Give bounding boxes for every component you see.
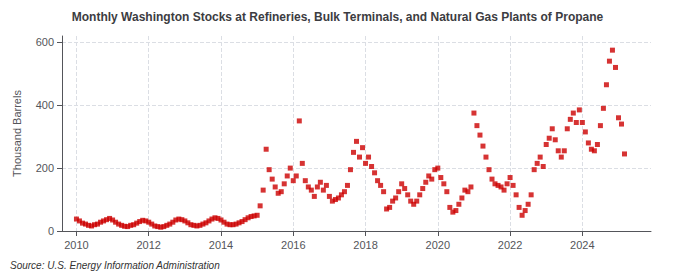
svg-text:2012: 2012 [136,239,160,251]
svg-text:2024: 2024 [570,239,594,251]
svg-text:600: 600 [36,36,54,48]
svg-text:2014: 2014 [209,239,233,251]
svg-text:0: 0 [48,225,54,237]
svg-text:Monthly Washington Stocks at R: Monthly Washington Stocks at Refineries,… [72,10,604,24]
svg-text:2018: 2018 [353,239,377,251]
svg-text:2022: 2022 [498,239,522,251]
svg-text:200: 200 [36,162,54,174]
svg-text:2020: 2020 [426,239,450,251]
svg-text:2016: 2016 [281,239,305,251]
svg-text:Thousand Barrels: Thousand Barrels [11,90,23,177]
svg-text:400: 400 [36,99,54,111]
svg-text:2010: 2010 [64,239,88,251]
svg-text:Source: U.S. Energy Informatio: Source: U.S. Energy Information Administ… [10,260,220,271]
